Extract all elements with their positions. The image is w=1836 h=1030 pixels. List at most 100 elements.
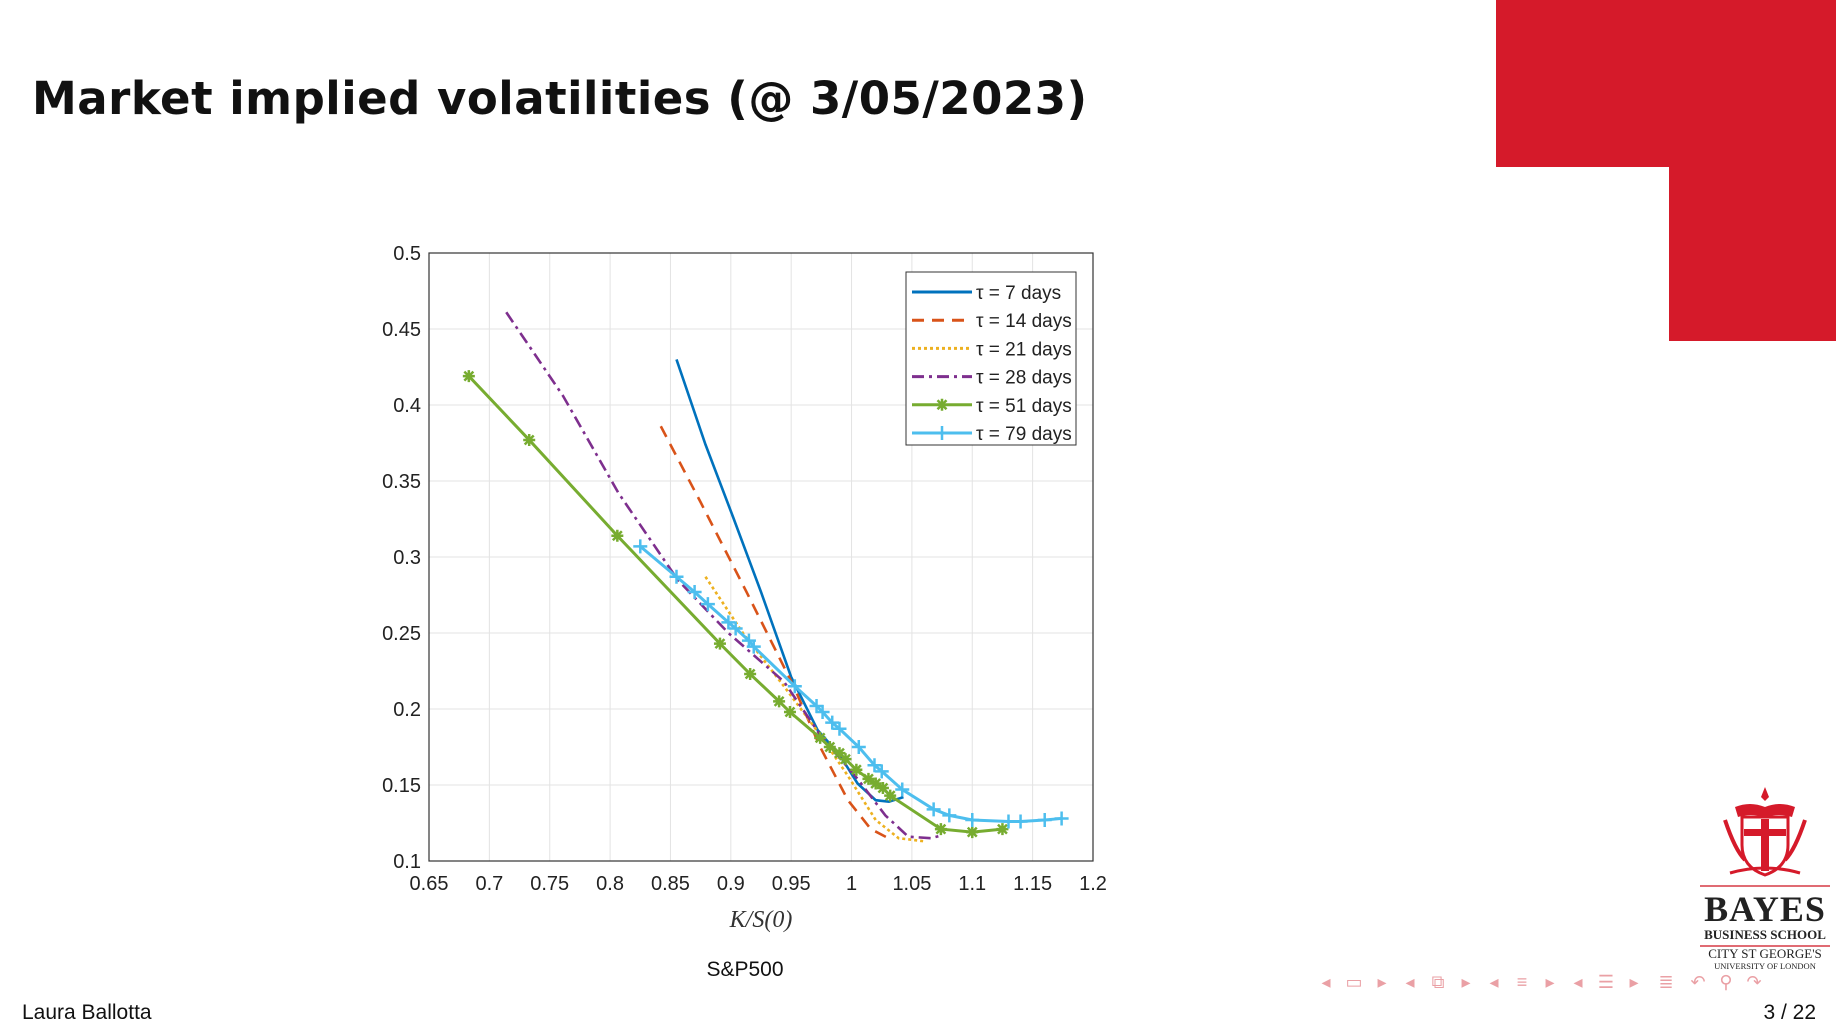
prev-section-icon[interactable]: ◂ [1489,972,1499,992]
x-tick-label: 1.1 [958,873,986,895]
star-marker [966,826,979,839]
next-toc-icon[interactable]: ▸ [1629,972,1639,992]
star-marker [936,398,948,411]
legend-entry: τ = 79 days [976,424,1072,445]
x-tick-label: 1 [846,873,857,895]
x-tick-label: 1.2 [1079,873,1107,895]
series-7-days [675,358,904,804]
plus-marker [832,721,847,736]
plus-marker [851,740,866,754]
prev-subsection-icon[interactable]: ◂ [1405,972,1415,992]
star-marker [611,529,624,542]
plus-marker [669,569,684,584]
y-tick-label: 0.45 [382,319,421,341]
x-tick-label: 0.75 [530,873,569,895]
legend-entry: τ = 21 days [976,339,1072,360]
search-icon[interactable]: ⚲ [1719,972,1733,992]
x-tick-label: 0.85 [651,873,690,895]
plus-marker [942,808,957,823]
y-tick-label: 0.25 [382,623,421,645]
plus-marker [746,639,761,654]
legend-entry: τ = 28 days [976,368,1072,389]
plus-marker [1001,814,1016,829]
section-icon[interactable]: ≡ [1516,972,1528,992]
plus-marker [895,782,910,797]
frame-icon[interactable]: ▭ [1345,972,1363,992]
legend-entry: τ = 7 days [976,283,1061,304]
plus-marker [633,539,648,554]
beamer-navigation: ◂ ▭ ▸ ◂ ⧉ ▸ ◂ ≡ ▸ ◂ ☰ ▸ ≣ ↶ ⚲ ↷ [1315,972,1765,993]
star-marker [814,731,827,744]
logo-university: UNIVERSITY OF LONDON [1714,961,1816,971]
accent-block-top [1496,0,1836,167]
plus-marker [935,426,949,440]
legend: τ = 7 days τ = 14 days τ = 21 days τ = 28 d… [905,271,1077,446]
y-tick-label: 0.2 [393,699,421,721]
star-marker [996,823,1009,836]
redo-icon[interactable]: ↷ [1746,972,1762,992]
x-tick-label: 1.15 [1013,873,1052,895]
crest-icon [1723,787,1807,877]
plus-marker [809,698,824,713]
implied-volatility-chart: 0.65 0.7 0.75 0.8 0.85 0.9 0.95 1 1.05 1.1 1.15 1.2… [382,243,1107,933]
x-tick-label: 0.9 [717,873,745,895]
next-section-icon[interactable]: ▸ [1545,972,1555,992]
next-frame-icon[interactable]: ▸ [1377,972,1387,992]
plus-marker [687,584,702,599]
prev-toc-icon[interactable]: ◂ [1573,972,1583,992]
subsection-icon[interactable]: ⧉ [1431,972,1445,992]
series-28-days [505,311,943,840]
star-marker [783,706,796,719]
series-line [505,311,943,840]
outline-icon[interactable]: ≣ [1658,972,1674,992]
plus-marker [874,764,889,779]
plot-frame [428,252,1094,862]
y-tick-label: 0.35 [382,471,421,493]
bayes-logo: BAYES BUSINESS SCHOOL CITY ST GEORGE'S U… [1700,785,1830,971]
toc-icon[interactable]: ☰ [1597,972,1615,992]
x-tick-label: 0.7 [475,873,503,895]
x-tick-label: 0.65 [410,873,449,895]
y-tick-label: 0.4 [393,395,421,417]
star-marker [823,741,836,753]
star-marker [744,668,757,681]
plus-marker [700,597,715,612]
star-marker [523,433,536,446]
x-tick-label: 0.95 [772,873,811,895]
y-tick-label: 0.15 [382,775,421,797]
footer-author: Laura Ballotta [22,1001,152,1024]
next-subsection-icon[interactable]: ▸ [1461,972,1471,992]
accent-block-side [1669,167,1836,341]
star-marker [850,763,863,776]
plus-marker [965,812,980,827]
page-number: 3 / 22 [1763,1001,1816,1024]
logo-name: BAYES [1700,885,1830,927]
star-marker [839,753,852,766]
x-axis-label: K/S(0) [729,907,793,933]
x-tick-label: 1.05 [892,873,931,895]
plus-marker [728,621,743,636]
plus-marker [825,715,840,730]
plus-marker [815,705,830,720]
prev-frame-icon[interactable]: ◂ [1321,972,1331,992]
y-tick-label: 0.5 [393,243,421,265]
plus-marker [926,802,941,817]
plus-marker [1054,811,1069,826]
undo-icon[interactable]: ↶ [1690,972,1706,992]
figure-caption: S&P500 [706,958,784,981]
y-tick-label: 0.3 [393,547,421,569]
series-79-days [633,539,1069,829]
plus-marker [1013,814,1028,829]
star-marker [862,772,875,785]
plus-marker [787,679,802,694]
slide-title: Market implied volatilities (@ 3/05/2023… [32,72,1088,125]
star-marker [833,747,846,760]
plus-marker [721,615,736,630]
star-marker [934,823,947,836]
logo-affiliation: CITY ST GEORGE'S [1708,946,1822,961]
star-marker [869,777,882,790]
series-51-days [462,370,1009,839]
series-line [675,358,904,804]
star-marker [876,782,889,795]
star-marker [884,789,897,802]
